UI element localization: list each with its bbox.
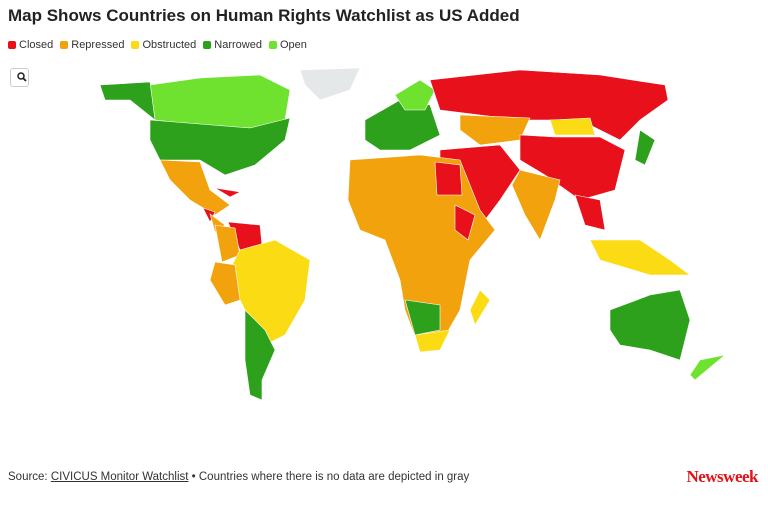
region [459,114,531,146]
region [549,117,596,136]
legend-label: Repressed [71,39,125,51]
region [454,204,476,241]
region [231,239,311,346]
footer: Source: CIVICUS Monitor Watchlist • Coun… [8,471,469,483]
legend-swatch [268,41,277,49]
legend-swatch [203,41,212,49]
legend-swatch [8,41,16,49]
legend-item[interactable]: Narrowed [203,39,262,51]
region [689,354,726,381]
legend-item[interactable]: Closed [8,39,53,51]
region [414,329,451,353]
region [244,309,276,401]
region [609,289,691,361]
world-map [99,67,726,401]
search-button[interactable] [10,68,29,87]
title: Map Shows Countries on Human Rights Watc… [8,6,520,25]
region [511,169,561,241]
region [634,129,656,166]
no-data-region [299,67,361,101]
legend-label: Open [279,39,307,51]
region [469,289,491,326]
legend-swatch [60,41,69,49]
legend-swatch [131,41,140,49]
region [429,69,669,141]
legend-label: Obstructed [142,39,197,51]
region [394,79,436,111]
region [149,117,291,176]
region [159,159,231,216]
source-label: Source: [8,471,48,483]
region [364,99,441,151]
legend-item[interactable]: Obstructed [131,39,196,51]
legend-item[interactable]: Open [268,39,307,51]
legend-label: Narrowed [214,39,262,51]
region [519,134,626,201]
legend-label: Closed [19,39,54,51]
region [404,299,441,336]
region [434,161,463,196]
region [214,187,241,198]
note: • Countries where there is no data are d… [191,471,470,483]
legend: Closed Repressed Obstructed Narrowed Open [8,39,307,51]
search-icon [17,72,27,82]
logo: Newsweek [686,467,758,486]
region [149,74,291,129]
region [99,81,156,121]
region [589,239,691,276]
region [574,194,606,231]
legend-item[interactable]: Repressed [60,39,124,51]
source-link[interactable]: CIVICUS Monitor Watchlist [50,471,189,483]
region [209,261,241,306]
